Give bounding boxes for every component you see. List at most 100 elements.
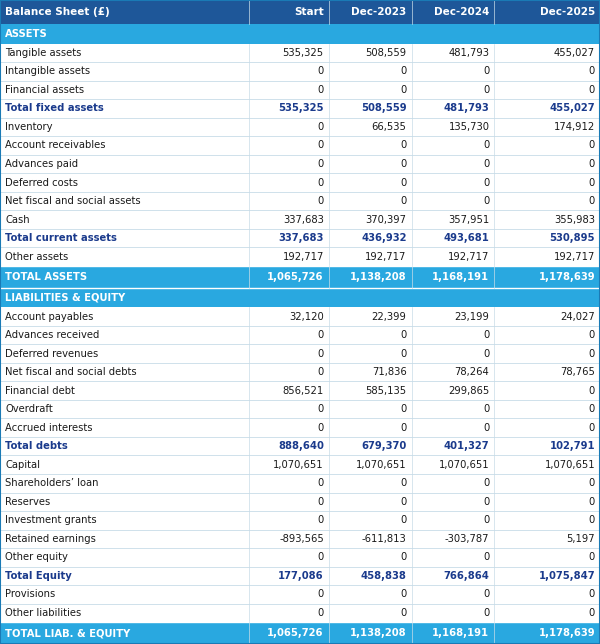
Text: 0: 0: [589, 140, 595, 151]
Text: 0: 0: [400, 85, 407, 95]
Text: 0: 0: [589, 330, 595, 340]
Text: 0: 0: [317, 478, 324, 488]
Text: 0: 0: [483, 348, 490, 359]
Text: 0: 0: [400, 515, 407, 526]
Text: 0: 0: [589, 515, 595, 526]
Text: 481,793: 481,793: [448, 48, 490, 58]
Text: Accrued interests: Accrued interests: [5, 422, 92, 433]
Bar: [0, 363, 600, 381]
Text: -893,565: -893,565: [279, 534, 324, 544]
Text: 192,717: 192,717: [365, 252, 407, 261]
Bar: [0, 511, 600, 529]
Text: 23,199: 23,199: [455, 312, 490, 321]
Text: 888,640: 888,640: [278, 441, 324, 451]
Text: 508,559: 508,559: [365, 48, 407, 58]
Text: 0: 0: [317, 159, 324, 169]
Text: 0: 0: [317, 404, 324, 414]
Text: 0: 0: [483, 66, 490, 77]
Text: Start: Start: [294, 7, 324, 17]
Text: Other equity: Other equity: [5, 553, 68, 562]
Text: Cash: Cash: [5, 214, 29, 225]
Text: 1,138,208: 1,138,208: [350, 628, 407, 638]
Text: Dec-2023: Dec-2023: [352, 7, 407, 17]
Text: Investment grants: Investment grants: [5, 515, 97, 526]
Text: 0: 0: [400, 178, 407, 187]
Text: 1,070,651: 1,070,651: [273, 460, 324, 469]
Bar: [0, 247, 600, 266]
Bar: [0, 173, 600, 192]
Text: 0: 0: [589, 478, 595, 488]
Bar: [0, 622, 600, 644]
Bar: [0, 529, 600, 548]
Text: Total debts: Total debts: [5, 441, 68, 451]
Text: 458,838: 458,838: [361, 571, 407, 581]
Text: 0: 0: [589, 196, 595, 206]
Text: 0: 0: [400, 404, 407, 414]
Text: Deferred costs: Deferred costs: [5, 178, 78, 187]
Bar: [0, 118, 600, 137]
Text: Account receivables: Account receivables: [5, 140, 106, 151]
Text: Total fixed assets: Total fixed assets: [5, 104, 104, 113]
Text: 355,983: 355,983: [554, 214, 595, 225]
Text: 71,836: 71,836: [372, 367, 407, 377]
Text: 0: 0: [589, 497, 595, 507]
Text: 481,793: 481,793: [443, 104, 490, 113]
Text: 1,075,847: 1,075,847: [538, 571, 595, 581]
Text: 0: 0: [400, 497, 407, 507]
Text: 32,120: 32,120: [289, 312, 324, 321]
Text: 0: 0: [483, 85, 490, 95]
Bar: [0, 155, 600, 173]
Text: 530,895: 530,895: [550, 233, 595, 243]
Text: 337,683: 337,683: [278, 233, 324, 243]
Text: 0: 0: [589, 589, 595, 600]
Text: 493,681: 493,681: [443, 233, 490, 243]
Text: 192,717: 192,717: [283, 252, 324, 261]
Text: 0: 0: [483, 330, 490, 340]
Text: 0: 0: [317, 66, 324, 77]
Text: 0: 0: [589, 386, 595, 395]
Text: Inventory: Inventory: [5, 122, 53, 132]
Bar: [0, 603, 600, 622]
Text: 0: 0: [589, 422, 595, 433]
Text: 22,399: 22,399: [372, 312, 407, 321]
Bar: [0, 137, 600, 155]
Bar: [0, 345, 600, 363]
Text: 0: 0: [483, 404, 490, 414]
Text: 299,865: 299,865: [448, 386, 490, 395]
Text: 0: 0: [317, 348, 324, 359]
Text: 0: 0: [317, 608, 324, 618]
Bar: [0, 455, 600, 474]
Text: 856,521: 856,521: [283, 386, 324, 395]
Text: Total current assets: Total current assets: [5, 233, 117, 243]
Text: Retained earnings: Retained earnings: [5, 534, 96, 544]
Text: 0: 0: [317, 85, 324, 95]
Text: 177,086: 177,086: [278, 571, 324, 581]
Text: 0: 0: [317, 367, 324, 377]
Text: 1,178,639: 1,178,639: [538, 272, 595, 282]
Text: 0: 0: [483, 589, 490, 600]
Text: TOTAL LIAB. & EQUITY: TOTAL LIAB. & EQUITY: [5, 628, 130, 638]
Text: 0: 0: [589, 178, 595, 187]
Bar: [0, 307, 600, 326]
Text: Other assets: Other assets: [5, 252, 68, 261]
Text: 192,717: 192,717: [554, 252, 595, 261]
Text: 0: 0: [317, 589, 324, 600]
Text: 535,325: 535,325: [278, 104, 324, 113]
Text: Overdraft: Overdraft: [5, 404, 53, 414]
Text: 455,027: 455,027: [554, 48, 595, 58]
Text: 0: 0: [317, 553, 324, 562]
Text: -303,787: -303,787: [445, 534, 490, 544]
Text: 0: 0: [400, 196, 407, 206]
Text: 1,070,651: 1,070,651: [544, 460, 595, 469]
Text: 585,135: 585,135: [365, 386, 407, 395]
Text: 0: 0: [483, 178, 490, 187]
Text: 0: 0: [483, 497, 490, 507]
Text: Balance Sheet (£): Balance Sheet (£): [5, 7, 110, 17]
Text: 0: 0: [589, 159, 595, 169]
Text: 102,791: 102,791: [550, 441, 595, 451]
Text: 78,264: 78,264: [455, 367, 490, 377]
Text: 0: 0: [400, 422, 407, 433]
Text: 0: 0: [483, 553, 490, 562]
Text: Financial assets: Financial assets: [5, 85, 84, 95]
Text: 174,912: 174,912: [554, 122, 595, 132]
